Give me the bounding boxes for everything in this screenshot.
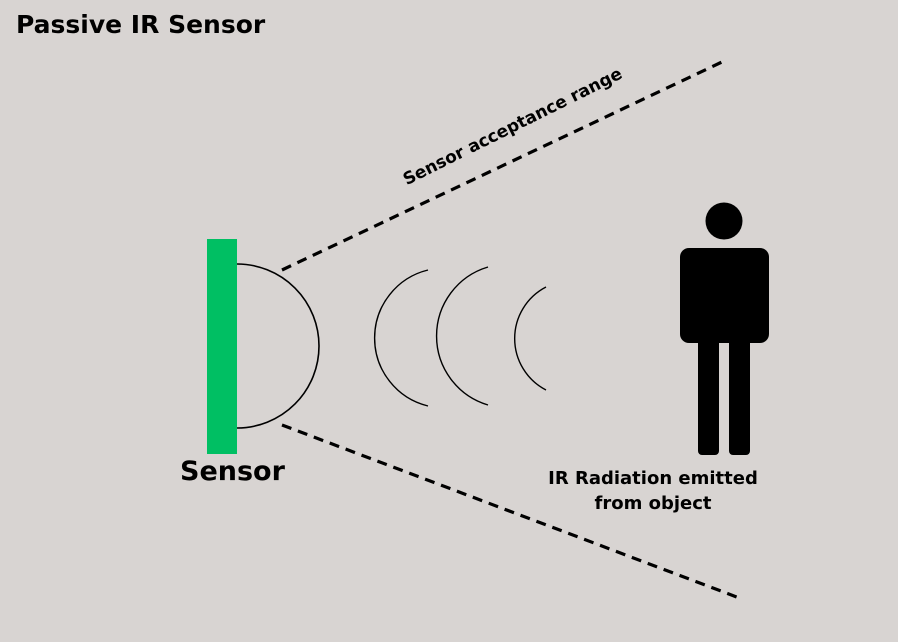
ir-wave-3 xyxy=(513,286,547,391)
sensor-label: Sensor xyxy=(180,456,285,487)
object-label-line2: from object xyxy=(594,493,712,514)
sensor-lens xyxy=(236,263,320,429)
object-radiation-label: IR Radiation emitted from object xyxy=(528,466,778,516)
page-title: Passive IR Sensor xyxy=(16,10,266,39)
ir-wave-2 xyxy=(435,266,489,406)
object-label-line1: IR Radiation emitted xyxy=(548,468,758,489)
acceptance-range-lower-line xyxy=(281,423,743,601)
ir-wave-1 xyxy=(373,269,429,407)
acceptance-range-upper-line xyxy=(281,59,725,272)
sensor-bar xyxy=(207,239,237,454)
person-icon xyxy=(680,202,769,455)
